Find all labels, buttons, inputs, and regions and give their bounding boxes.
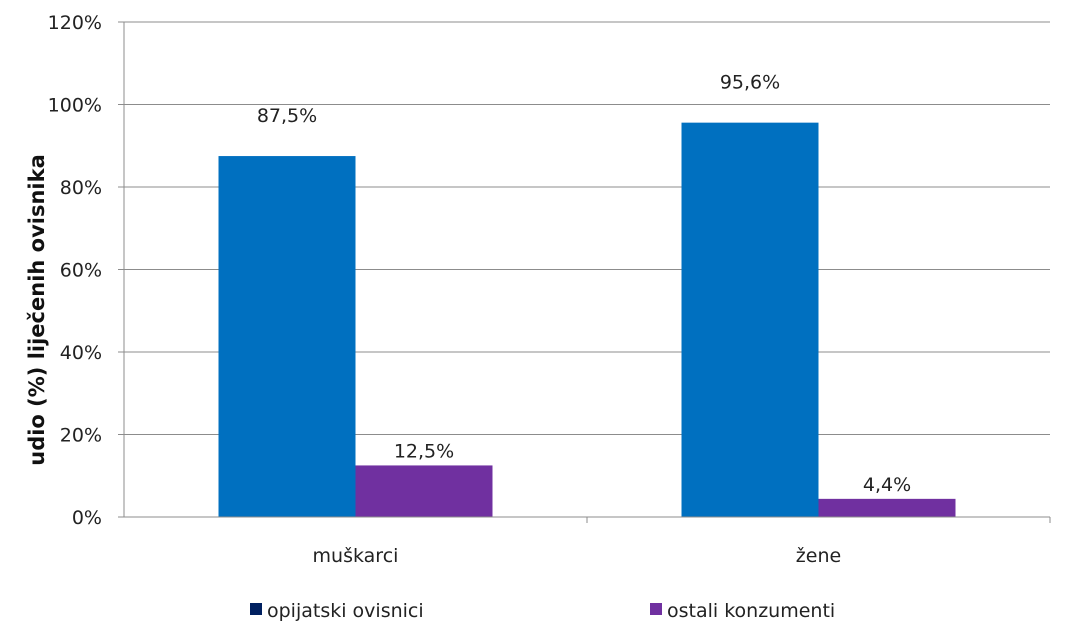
y-tick-label: 20% [60, 425, 102, 447]
y-tick-label: 60% [60, 260, 102, 282]
y-tick-label: 40% [60, 342, 102, 364]
x-axis-categories: muškarci žene [313, 545, 842, 567]
legend-swatch [650, 603, 662, 615]
y-axis-ticks: 0% 20% 40% 60% 80% 100% 120% [48, 12, 124, 529]
axes [123, 22, 1051, 523]
data-label: 12,5% [394, 440, 454, 462]
bar [218, 156, 356, 517]
bar [818, 498, 956, 517]
legend-label: ostali konzumenti [667, 600, 835, 622]
y-tick-label: 0% [72, 507, 102, 529]
y-tick-label: 100% [48, 95, 102, 117]
legend: opijatski ovisnici ostali konzumenti [250, 600, 835, 622]
legend-swatch [250, 603, 262, 615]
x-category-label: muškarci [313, 545, 399, 567]
data-labels: 87,5% 12,5% 95,6% 4,4% [257, 72, 911, 496]
bars [218, 122, 956, 518]
x-category-label: žene [796, 545, 841, 567]
data-label: 4,4% [863, 474, 911, 496]
data-label: 95,6% [720, 72, 780, 94]
y-tick-label: 80% [60, 177, 102, 199]
bar [681, 122, 819, 518]
legend-label: opijatski ovisnici [267, 600, 424, 622]
bar [355, 465, 493, 517]
y-axis-title: udio (%) liječenih ovisnika [25, 154, 49, 466]
data-label: 87,5% [257, 105, 317, 127]
y-tick-label: 120% [48, 12, 102, 34]
